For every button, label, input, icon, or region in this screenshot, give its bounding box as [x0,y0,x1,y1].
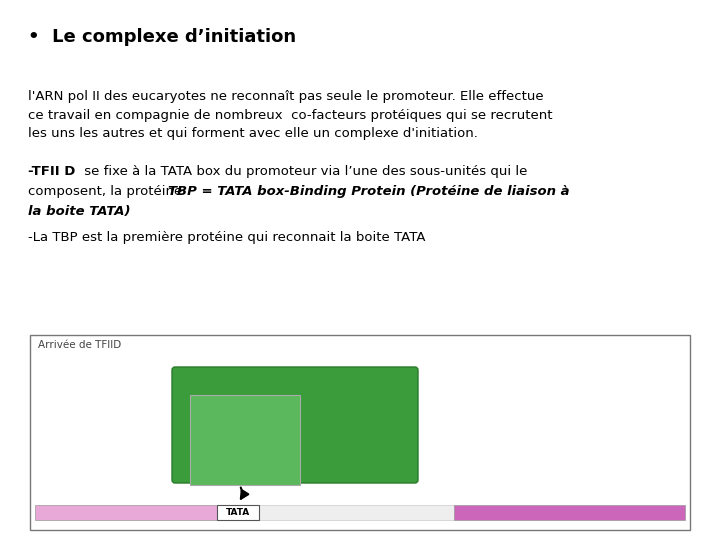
Bar [35,505,217,520]
Text: TBP = TATA box-Binding Protein (Protéine de liaison à: TBP = TATA box-Binding Protein (Protéine… [168,185,570,198]
Text: Arrivée de TFIID: Arrivée de TFIID [38,340,121,350]
Bar [259,505,454,520]
Text: -La TBP est la première protéine qui reconnait la boite TATA: -La TBP est la première protéine qui rec… [28,231,426,244]
Text: la boite TATA): la boite TATA) [28,205,130,218]
Bar [454,505,685,520]
Bar [190,395,300,485]
Text: •  Le complexe d’initiation: • Le complexe d’initiation [28,28,296,46]
Text: composent, la protéine: composent, la protéine [28,185,186,198]
Bar [217,505,259,520]
Bar [30,335,690,530]
Text: TFIID: TFIID [379,378,407,388]
Text: TBP: TBP [235,435,256,445]
Text: -TFII D: -TFII D [28,165,76,178]
FancyBboxPatch shape [172,367,418,483]
Text: TATA: TATA [226,508,250,517]
Text: se fixe à la TATA box du promoteur via l’une des sous-unités qui le: se fixe à la TATA box du promoteur via l… [80,165,527,178]
Text: l'ARN pol II des eucaryotes ne reconnaît pas seule le promoteur. Elle effectue
c: l'ARN pol II des eucaryotes ne reconnaît… [28,90,552,140]
